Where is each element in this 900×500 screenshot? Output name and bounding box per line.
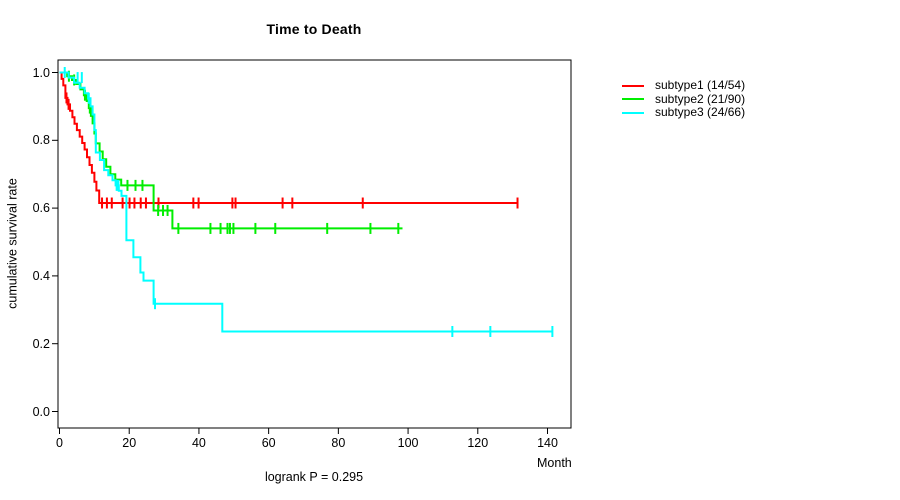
legend-item-subtype3: subtype3 (24/66) — [622, 105, 746, 120]
y-tick-label: 0.0 — [32, 404, 50, 419]
x-axis-label: Month — [537, 456, 572, 470]
x-tick-label: 20 — [122, 436, 137, 450]
x-tick-label: 120 — [467, 436, 489, 450]
y-tick-label: 0.8 — [32, 133, 50, 148]
curve-subtype3 — [59, 71, 553, 333]
x-tick-label: 60 — [261, 436, 276, 450]
y-axis-label: cumulative survival rate — [5, 178, 20, 309]
x-tick-label: 0 — [56, 436, 63, 450]
curve-subtype1 — [59, 71, 518, 204]
y-tick-label: 0.2 — [32, 336, 50, 351]
y-tick-label: 0.6 — [32, 201, 50, 216]
legend-line-swatch — [622, 98, 644, 101]
x-tick-label: 100 — [397, 436, 419, 450]
x-tick-label: 40 — [191, 436, 206, 450]
legend: subtype1 (14/54) subtype2 (21/90) subtype3… — [622, 78, 746, 120]
legend-item-subtype1: subtype1 (14/54) — [622, 78, 746, 93]
y-tick-label: 1.0 — [32, 65, 50, 80]
y-tick-label: 0.4 — [32, 268, 50, 283]
legend-label: subtype2 (21/90) — [655, 91, 746, 106]
x-tick-label: 80 — [331, 436, 346, 450]
plot-box — [57, 59, 572, 429]
legend-label: subtype1 (14/54) — [655, 78, 746, 92]
legend-line-swatch — [622, 111, 644, 114]
legend-item-subtype2: subtype2 (21/90) — [622, 91, 746, 107]
legend-label: subtype3 (24/66) — [655, 105, 746, 119]
legend-line-swatch — [622, 84, 644, 87]
chart-title: Time to Death — [266, 21, 362, 37]
logrank-pvalue-text: logrank P = 0.295 — [264, 470, 364, 484]
x-tick-label: 140 — [537, 436, 558, 450]
